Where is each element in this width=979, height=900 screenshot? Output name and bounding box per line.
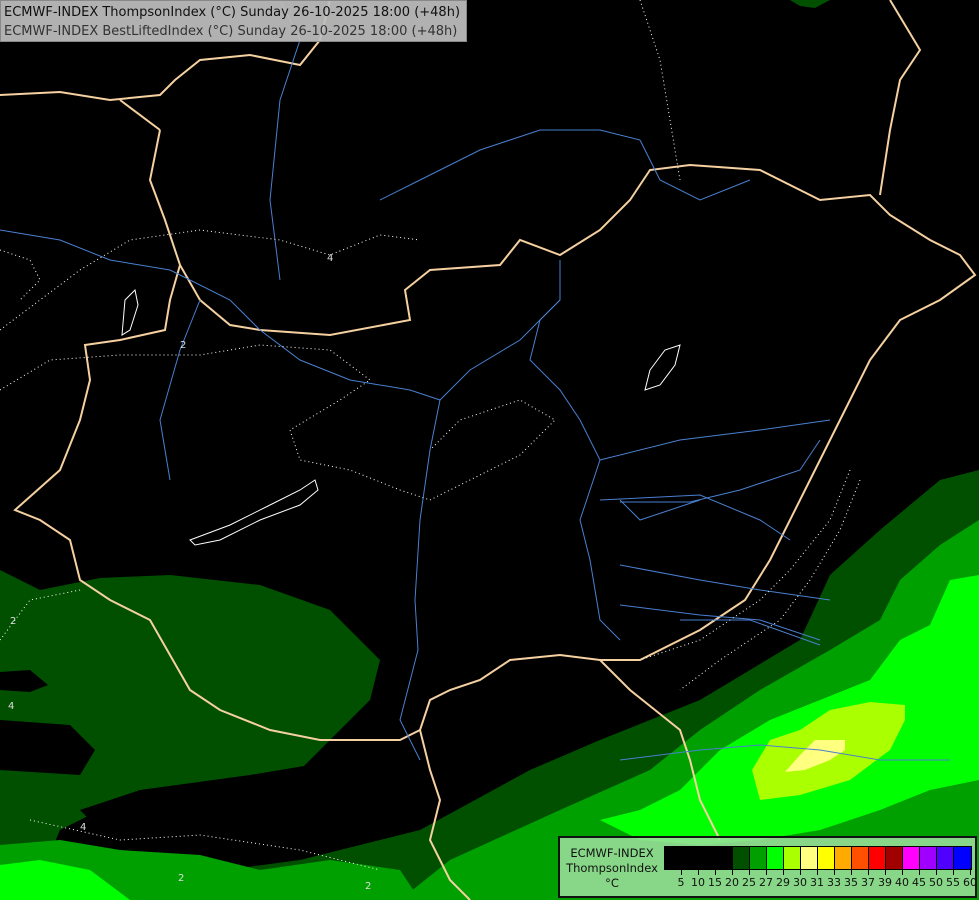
legend-tick-label: 27 <box>759 876 773 889</box>
legend-swatch <box>784 847 801 869</box>
legend-tick-label: 39 <box>878 876 892 889</box>
contour-label: 2 <box>10 616 17 627</box>
fill-29-sw <box>0 860 130 900</box>
legend-swatch <box>716 847 733 869</box>
legend-swatch <box>937 847 954 869</box>
title-line-lifted: ECMWF-INDEX BestLiftedIndex (°C) Sunday … <box>4 24 458 39</box>
legend-swatch <box>869 847 886 869</box>
legend-tick-label: 50 <box>929 876 943 889</box>
legend-model: ECMWF-INDEX <box>570 846 654 860</box>
legend-tick-label: 30 <box>793 876 807 889</box>
legend-tick-label: 5 <box>677 876 685 889</box>
legend-swatch <box>682 847 699 869</box>
legend-tick <box>681 868 682 875</box>
legend-swatch <box>733 847 750 869</box>
contour-label: 2 <box>365 881 372 892</box>
contour-label: 2 <box>178 873 185 884</box>
legend-tick-label: 20 <box>725 876 739 889</box>
legend-swatch <box>886 847 903 869</box>
legend-tick-label: 37 <box>861 876 875 889</box>
map-title: ECMWF-INDEX ThompsonIndex (°C) Sunday 26… <box>0 0 467 42</box>
legend-tick <box>885 868 886 875</box>
legend-tick-label: 60 <box>963 876 977 889</box>
legend-parameter: ThompsonIndex <box>566 861 658 875</box>
legend-swatch <box>818 847 835 869</box>
lakes <box>121 288 681 546</box>
legend-tick <box>800 868 801 875</box>
legend-tick-label: 29 <box>776 876 790 889</box>
legend-tick-label: 35 <box>844 876 858 889</box>
legend-tick <box>834 868 835 875</box>
title-line-thompson: ECMWF-INDEX ThompsonIndex (°C) Sunday 26… <box>4 5 461 20</box>
legend-tick <box>936 868 937 875</box>
legend-tick <box>868 868 869 875</box>
legend-tick <box>698 868 699 875</box>
legend-unit: °C <box>605 876 619 890</box>
legend-tick <box>732 868 733 875</box>
legend-swatch <box>954 847 971 869</box>
legend-tick <box>953 868 954 875</box>
legend-swatch <box>835 847 852 869</box>
legend-tick-label: 55 <box>946 876 960 889</box>
legend-swatch <box>903 847 920 869</box>
legend-tick-label: 33 <box>827 876 841 889</box>
legend-swatch <box>750 847 767 869</box>
legend-tick-label: 45 <box>912 876 926 889</box>
contour-label: 4 <box>8 701 15 712</box>
rivers <box>0 0 950 761</box>
legend-tick-label: 10 <box>691 876 705 889</box>
legend-swatch <box>767 847 784 869</box>
color-legend: ECMWF-INDEX ThompsonIndex °C 5 10 15 20 25 27… <box>558 836 977 898</box>
lifted-index-contours <box>0 0 861 871</box>
fill-25-west <box>0 570 380 900</box>
legend-swatch <box>920 847 937 869</box>
legend-tick <box>851 868 852 875</box>
legend-tick <box>766 868 767 875</box>
legend-tick-label: 25 <box>742 876 756 889</box>
fill-black-west <box>0 670 48 692</box>
fill-black-south <box>80 760 430 835</box>
legend-tick <box>919 868 920 875</box>
legend-tick-label: 15 <box>708 876 722 889</box>
legend-swatch <box>801 847 818 869</box>
legend-swatch <box>665 847 682 869</box>
contour-label: 4 <box>80 822 87 833</box>
legend-tick-label: 40 <box>895 876 909 889</box>
fill-top <box>790 0 830 8</box>
legend-swatch <box>699 847 716 869</box>
legend-tick-label: 31 <box>810 876 824 889</box>
legend-tick <box>715 868 716 875</box>
contour-label: 2 <box>180 340 187 351</box>
legend-tick <box>817 868 818 875</box>
fill-black-west2 <box>0 720 95 775</box>
legend-tick <box>970 868 971 875</box>
legend-tick <box>749 868 750 875</box>
legend-swatch <box>852 847 869 869</box>
legend-tick <box>783 868 784 875</box>
legend-title: ECMWF-INDEX ThompsonIndex °C <box>564 846 660 891</box>
legend-tick <box>902 868 903 875</box>
contour-label: 4 <box>327 253 334 264</box>
fill-31 <box>785 740 845 772</box>
legend-color-bar <box>664 846 972 870</box>
